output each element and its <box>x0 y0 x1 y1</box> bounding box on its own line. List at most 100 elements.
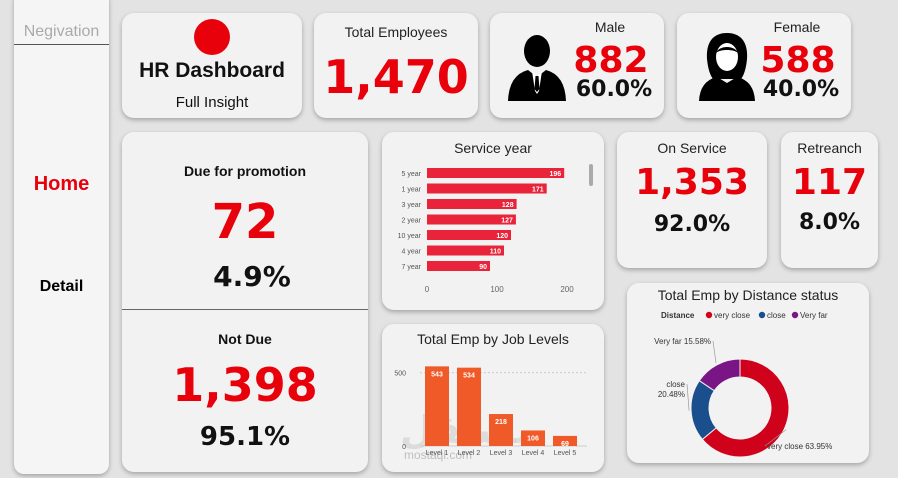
service-year-bar <box>427 199 517 209</box>
job-levels-card: Total Emp by Job Levels مستقل mostaql.co… <box>382 324 604 472</box>
job-levels-data-label: 218 <box>495 419 507 426</box>
job-levels-bar <box>553 435 577 446</box>
distance-legend-marker <box>791 311 799 319</box>
distance-title: Total Emp by Distance status <box>657 287 839 303</box>
female-card: Female 588 40.0% <box>677 13 851 118</box>
retrench-label: Retreanch <box>797 140 862 156</box>
on-service-value: 1,353 <box>635 162 749 203</box>
distance-legend-entry: close <box>767 311 786 320</box>
distance-leader-line <box>712 340 717 364</box>
service-year-category-label: 7 year <box>402 264 422 271</box>
service-year-category-label: 3 year <box>402 202 422 209</box>
promotion-divider <box>122 309 368 310</box>
service-year-data-label: 90 <box>479 264 487 271</box>
brand-dot <box>194 19 230 55</box>
sidebar-item-detail[interactable]: Detail <box>39 278 84 295</box>
job-levels-tick-label: 0 <box>402 444 406 451</box>
retrench-value: 117 <box>791 162 868 203</box>
service-year-title: Service year <box>454 140 532 156</box>
distance-leader-line <box>764 429 787 447</box>
female-percent: 40.0% <box>762 77 840 102</box>
male-person-icon <box>506 31 568 103</box>
male-percent: 60.0% <box>575 77 653 102</box>
distance-data-label: Very far 15.58% <box>654 337 711 346</box>
on-service-label: On Service <box>657 140 727 156</box>
scrollbar-thumb <box>589 164 593 186</box>
sidebar: Negivation Home Detail <box>14 0 109 474</box>
not-due-label: Not Due <box>218 331 272 347</box>
job-levels-category-label: Level 1 <box>426 450 449 457</box>
distance-slice <box>698 358 741 392</box>
job-levels-category-label: Level 3 <box>490 450 513 457</box>
distance-data-label: 20.48% <box>658 390 685 399</box>
on-service-percent: 92.0% <box>653 212 731 237</box>
service-year-bar <box>427 214 516 225</box>
service-year-chart: 5 year 196 1 year 171 3 year 128 2 year 127 10 y… <box>398 164 593 294</box>
distance-data-label: close <box>666 380 685 389</box>
service-year-category-label: 10 year <box>398 233 422 240</box>
sidebar-title: Negivation <box>23 23 100 40</box>
service-year-data-label: 196 <box>550 171 562 178</box>
distance-legend-entry: Very far <box>800 311 828 320</box>
retrench-percent: 8.0% <box>798 210 860 235</box>
job-levels-bar <box>425 366 449 446</box>
total-employees-value: 1,470 <box>323 50 469 104</box>
retrench-card: Retreanch 117 8.0% <box>781 132 878 268</box>
job-levels-category-label: Level 5 <box>554 450 577 457</box>
service-year-data-label: 110 <box>490 249 501 256</box>
total-employees-card: Total Employees 1,470 <box>314 13 478 118</box>
distance-slice <box>701 358 790 458</box>
service-year-category-label: 4 year <box>402 249 422 256</box>
job-levels-category-label: Level 2 <box>458 450 481 457</box>
service-year-tick-label: 100 <box>490 285 504 294</box>
service-year-bar <box>427 183 547 194</box>
job-levels-title: Total Emp by Job Levels <box>417 331 569 347</box>
not-due-percent: 95.1% <box>199 422 291 452</box>
distance-legend-title: Distance <box>661 311 695 320</box>
sidebar-item-home[interactable]: Home <box>33 173 90 195</box>
male-label: Male <box>594 19 626 35</box>
total-employees-label: Total Employees <box>344 24 448 40</box>
male-value: 882 <box>573 40 649 81</box>
sidebar-divider <box>14 44 109 45</box>
service-year-category-label: 1 year <box>402 187 422 194</box>
service-year-tick-label: 0 <box>425 285 430 294</box>
service-year-category-label: 2 year <box>402 218 422 225</box>
service-year-tick-label: 200 <box>560 285 574 294</box>
service-year-bar <box>427 168 565 178</box>
service-year-data-label: 171 <box>532 187 544 194</box>
job-levels-chart: 500 0 543 Level 1 534 Level 2 218 Level 3 106 Lev… <box>394 366 587 457</box>
female-value: 588 <box>760 40 836 81</box>
male-card: Male 882 60.0% <box>490 13 664 118</box>
job-levels-data-label: 534 <box>463 373 475 380</box>
due-promotion-percent: 4.9% <box>213 260 291 293</box>
job-levels-tick-label: 500 <box>394 371 406 378</box>
job-levels-bar <box>521 430 545 446</box>
due-promotion-value: 72 <box>211 194 279 250</box>
page-subtitle: Full Insight <box>175 94 249 111</box>
on-service-card: On Service 1,353 92.0% <box>617 132 767 268</box>
service-year-data-label: 128 <box>502 202 514 209</box>
watermark-text: mostaql.com <box>404 448 473 462</box>
job-levels-data-label: 69 <box>561 441 569 448</box>
distance-legend-entry: very close <box>714 311 751 320</box>
header-card: HR Dashboard Full Insight <box>122 13 302 118</box>
not-due-value: 1,398 <box>172 358 318 412</box>
service-year-category-label: 5 year <box>402 171 422 178</box>
service-year-data-label: 127 <box>501 218 513 225</box>
service-year-card: Service year 5 year 196 1 year 171 3 year 128… <box>382 132 604 310</box>
job-levels-data-label: 543 <box>431 371 443 378</box>
female-person-icon <box>697 31 757 103</box>
distance-card: Total Emp by Distance status Distance ver… <box>627 283 869 463</box>
due-promotion-label: Due for promotion <box>183 163 307 179</box>
distance-chart: Distance very close close Very far very clos… <box>654 311 832 458</box>
promotion-card: Due for promotion 72 4.9% Not Due 1,398 … <box>122 132 368 472</box>
service-year-data-label: 120 <box>496 233 508 240</box>
distance-data-label: very close 63.95% <box>767 442 832 451</box>
job-levels-bar <box>457 367 481 446</box>
page-title: HR Dashboard <box>139 59 285 82</box>
female-label: Female <box>773 19 821 35</box>
job-levels-bar <box>489 414 513 446</box>
distance-legend-marker <box>758 311 766 319</box>
service-year-bar <box>427 261 490 271</box>
